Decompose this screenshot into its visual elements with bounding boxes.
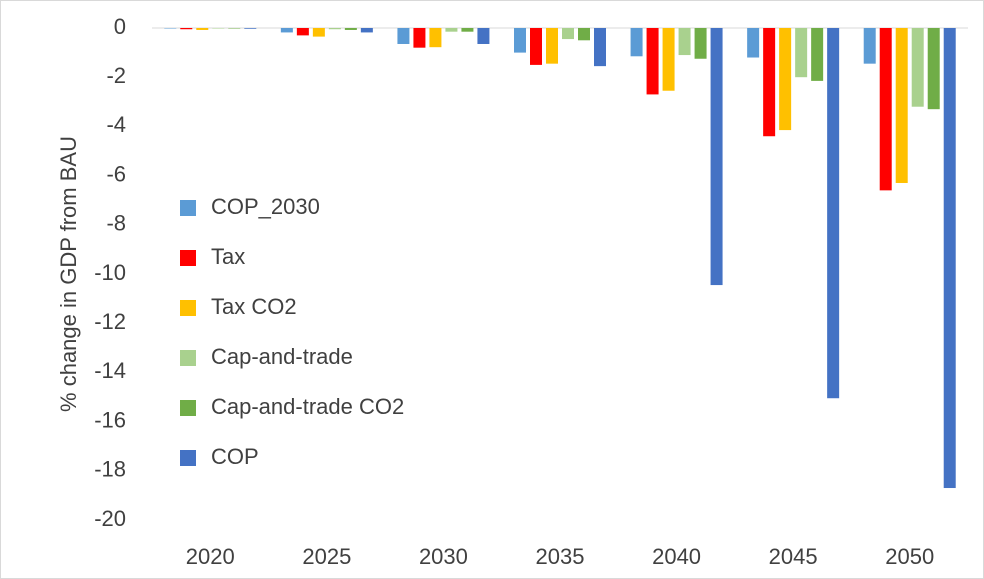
bar [546, 28, 558, 64]
bar [461, 28, 474, 32]
legend-swatch [180, 300, 196, 316]
x-tick-label: 2050 [885, 544, 934, 569]
y-tick-label: -20 [94, 506, 126, 531]
bar [646, 28, 659, 95]
legend-label: COP_2030 [211, 194, 320, 219]
bar [710, 28, 723, 286]
x-tick-label: 2035 [536, 544, 585, 569]
bar [747, 28, 760, 58]
bar [429, 28, 442, 48]
bar [578, 28, 590, 41]
bar [943, 28, 956, 489]
bar [413, 28, 426, 48]
bar [530, 28, 542, 65]
bar [180, 28, 193, 30]
bar [280, 28, 293, 33]
legend-label: Cap-and-trade [211, 344, 353, 369]
bar [562, 28, 574, 40]
bar [927, 28, 940, 110]
legend-swatch [180, 250, 196, 266]
bar [811, 28, 824, 81]
bar [895, 28, 908, 183]
legend-label: Tax CO2 [211, 294, 297, 319]
y-tick-label: 0 [114, 14, 126, 39]
bar [630, 28, 643, 57]
legend-swatch [180, 400, 196, 416]
bar [244, 28, 257, 29]
bar [196, 28, 209, 30]
y-tick-label: -18 [94, 457, 126, 482]
x-tick-label: 2030 [419, 544, 468, 569]
bar [397, 28, 410, 44]
bar [360, 28, 373, 33]
bar [694, 28, 707, 59]
bar [296, 28, 309, 36]
legend-swatch [180, 200, 196, 216]
bar [678, 28, 691, 56]
legend-label: COP [211, 444, 259, 469]
x-tick-label: 2025 [302, 544, 351, 569]
bar [879, 28, 892, 191]
bar [863, 28, 876, 64]
legend-swatch [180, 450, 196, 466]
bar [514, 28, 526, 53]
legend-label: Tax [211, 244, 245, 269]
bar [477, 28, 490, 44]
bar [662, 28, 675, 91]
x-tick-label: 2045 [769, 544, 818, 569]
y-tick-label: -6 [106, 161, 126, 186]
y-tick-label: -14 [94, 358, 126, 383]
y-tick-label: -2 [106, 63, 126, 88]
bar [827, 28, 840, 399]
bar [779, 28, 792, 131]
y-tick-label: -10 [94, 260, 126, 285]
x-tick-label: 2040 [652, 544, 701, 569]
y-axis-label: % change in GDP from BAU [56, 136, 81, 412]
bar [445, 28, 458, 32]
y-tick-label: -16 [94, 407, 126, 432]
bar [328, 28, 341, 30]
y-tick-label: -4 [106, 112, 126, 137]
y-tick-label: -12 [94, 309, 126, 334]
bar [763, 28, 776, 137]
legend-label: Cap-and-trade CO2 [211, 394, 404, 419]
legend-swatch [180, 350, 196, 366]
bar [795, 28, 808, 78]
bar [594, 28, 606, 67]
bar [312, 28, 325, 37]
bar [344, 28, 357, 30]
y-tick-label: -8 [106, 211, 126, 236]
bar [911, 28, 924, 107]
x-tick-label: 2020 [186, 544, 235, 569]
